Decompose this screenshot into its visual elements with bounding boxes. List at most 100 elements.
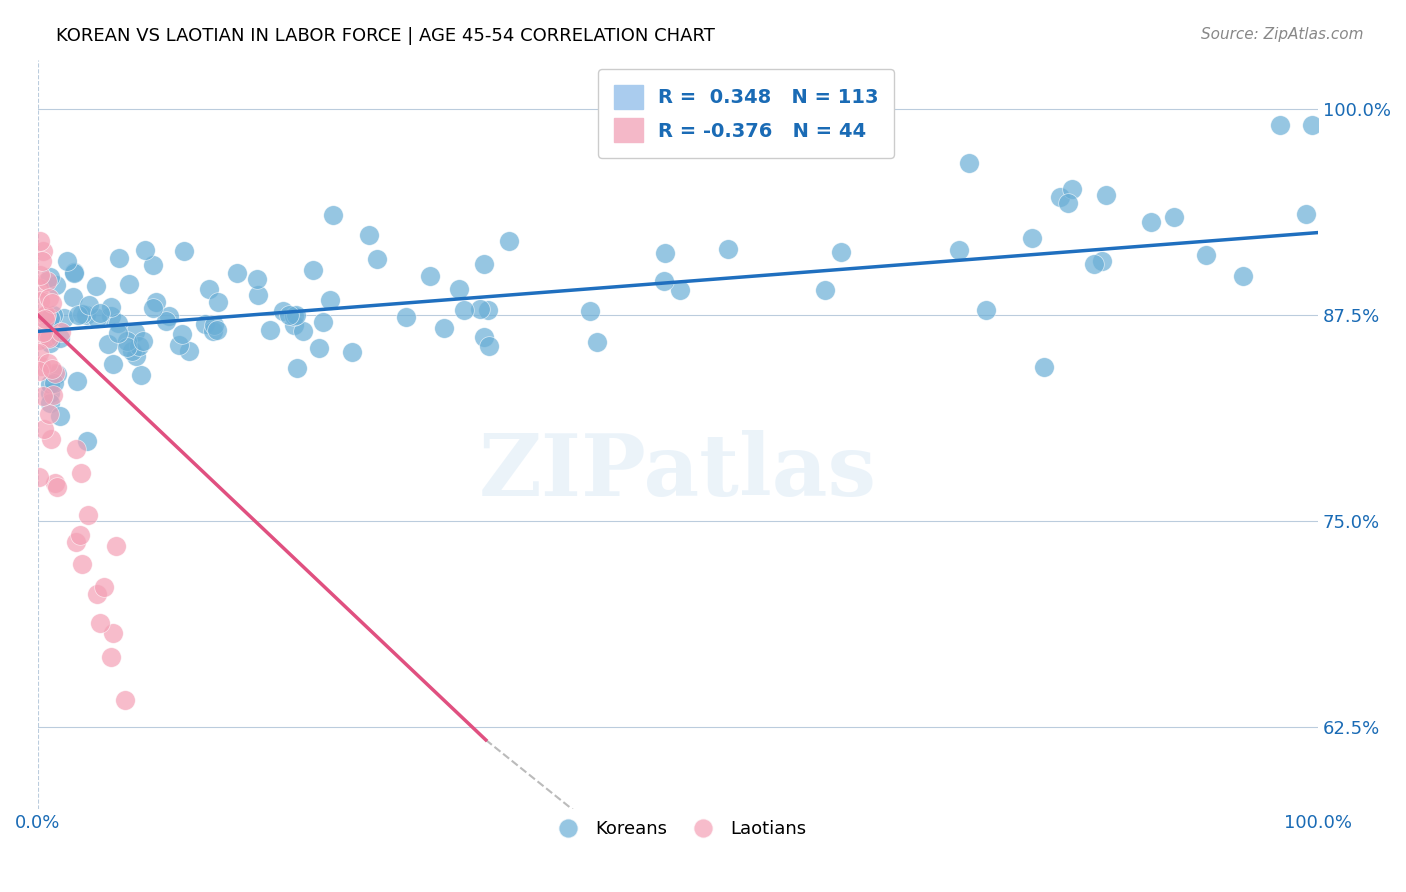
Point [121, 343, 143, 358]
Point [814, 283, 837, 297]
Point [207, 294, 229, 309]
Point [167, 338, 190, 352]
Point [1163, 211, 1185, 225]
Point [1268, 119, 1291, 133]
Point [35, 330, 58, 344]
Point [31, 254, 53, 268]
Point [107, 326, 129, 340]
Point [107, 316, 129, 330]
Point [39, 432, 62, 446]
Point [66, 308, 89, 322]
Point [1140, 215, 1163, 229]
Text: ZIPatlas: ZIPatlas [479, 430, 877, 514]
Point [70, 466, 93, 480]
Point [70, 307, 93, 321]
Point [202, 318, 225, 332]
Point [125, 349, 148, 363]
Point [128, 339, 150, 353]
Point [34, 312, 56, 326]
Point [302, 262, 325, 277]
Point [38, 407, 60, 421]
Point [129, 368, 152, 382]
Point [1057, 196, 1080, 211]
Point [39, 386, 62, 401]
Point [117, 340, 139, 354]
Point [472, 329, 495, 343]
Point [101, 626, 124, 640]
Point [474, 257, 496, 271]
Point [44, 366, 66, 380]
Point [100, 300, 122, 314]
Point [103, 357, 125, 371]
Point [41, 362, 63, 376]
Point [957, 155, 980, 169]
Point [259, 323, 281, 337]
Point [447, 282, 470, 296]
Point [32, 422, 55, 436]
Point [108, 251, 131, 265]
Point [32, 244, 55, 259]
Point [65, 442, 87, 456]
Point [319, 293, 342, 308]
Point [77, 298, 100, 312]
Point [271, 304, 294, 318]
Point [357, 227, 380, 242]
Text: KOREAN VS LAOTIAN IN LABOR FORCE | AGE 45-54 CORRELATION CHART: KOREAN VS LAOTIAN IN LABOR FORCE | AGE 4… [56, 27, 716, 45]
Point [56, 254, 79, 268]
Point [41, 388, 63, 402]
Point [100, 650, 122, 665]
Point [28, 345, 51, 359]
Point [1062, 182, 1084, 196]
Point [948, 244, 970, 258]
Text: Source: ZipAtlas.com: Source: ZipAtlas.com [1201, 27, 1364, 42]
Point [39, 377, 62, 392]
Point [97, 337, 120, 351]
Point [205, 323, 228, 337]
Point [284, 308, 307, 322]
Point [84, 279, 107, 293]
Point [28, 234, 51, 248]
Point [77, 508, 100, 523]
Point [37, 356, 59, 370]
Point [477, 302, 499, 317]
Point [1232, 268, 1254, 283]
Point [157, 310, 180, 324]
Point [247, 288, 270, 302]
Point [39, 311, 62, 326]
Point [41, 295, 63, 310]
Point [278, 308, 301, 322]
Point [39, 396, 62, 410]
Point [285, 360, 308, 375]
Point [28, 268, 51, 282]
Point [69, 527, 91, 541]
Point [1032, 359, 1054, 374]
Point [52, 310, 75, 325]
Point [395, 310, 418, 324]
Point [322, 208, 344, 222]
Point [717, 243, 740, 257]
Point [37, 273, 59, 287]
Point [141, 258, 163, 272]
Point [1049, 190, 1071, 204]
Point [100, 309, 122, 323]
Point [132, 334, 155, 349]
Point [134, 244, 156, 258]
Point [65, 535, 87, 549]
Point [42, 308, 65, 322]
Point [170, 326, 193, 341]
Point [124, 325, 146, 339]
Point [312, 315, 335, 329]
Point [63, 265, 86, 279]
Point [75, 309, 97, 323]
Point [28, 469, 51, 483]
Point [28, 333, 51, 347]
Point [366, 252, 388, 266]
Point [46, 480, 69, 494]
Point [340, 345, 363, 359]
Point [478, 338, 501, 352]
Point [586, 334, 609, 349]
Point [28, 281, 51, 295]
Point [173, 244, 195, 259]
Point [104, 539, 127, 553]
Point [225, 266, 247, 280]
